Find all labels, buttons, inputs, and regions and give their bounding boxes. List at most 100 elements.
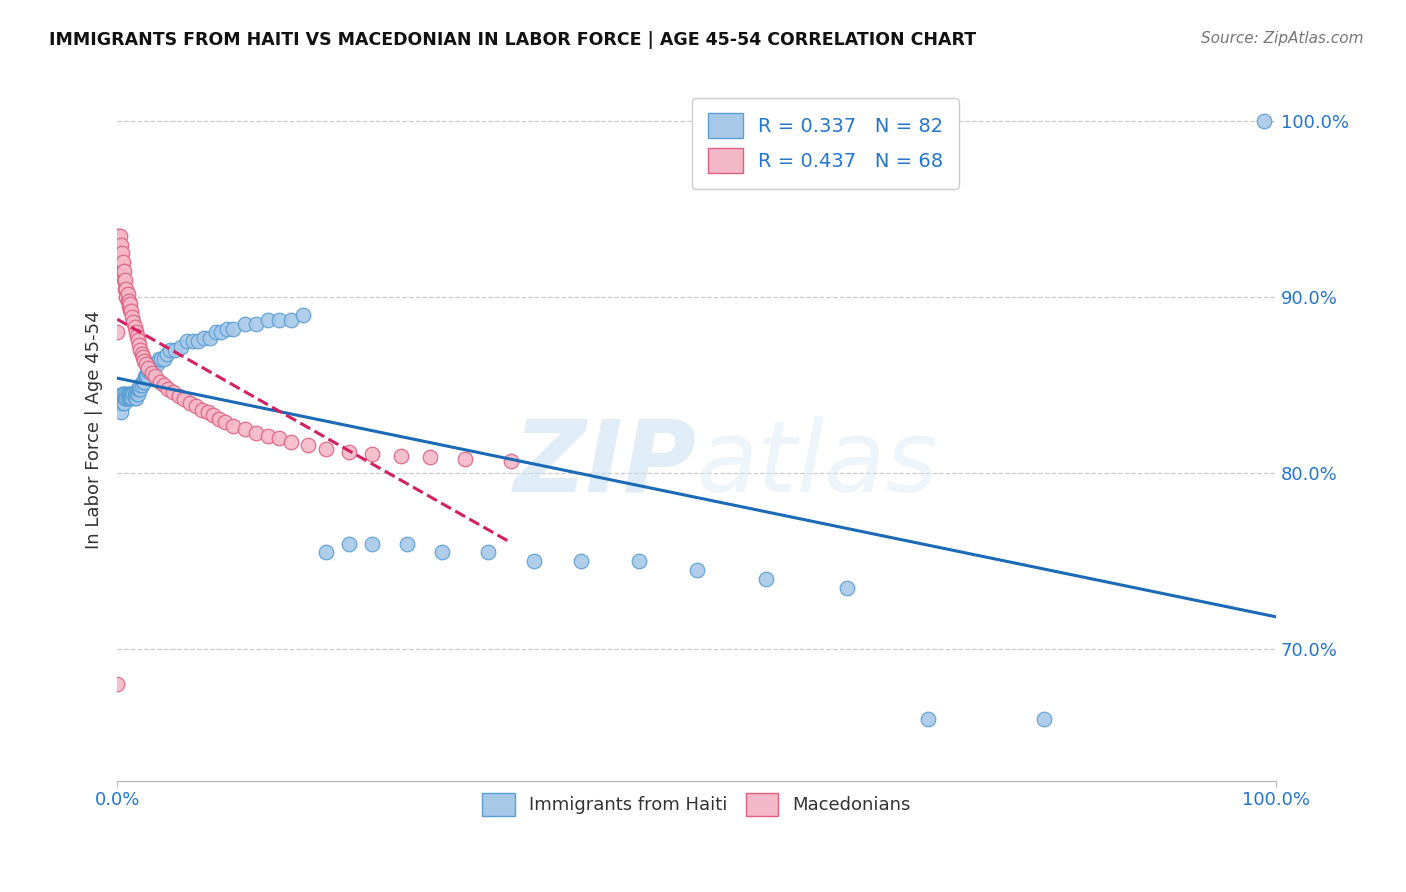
Point [107, 228, 129, 243]
Point [115, 281, 138, 295]
Point [222, 418, 245, 433]
Point [112, 387, 135, 401]
Point [222, 322, 245, 336]
Point [115, 391, 138, 405]
Point [105, 677, 128, 691]
Point [256, 429, 278, 443]
Y-axis label: In Labor Force | Age 45-54: In Labor Force | Age 45-54 [86, 310, 103, 549]
Point [395, 536, 418, 550]
Point [297, 438, 319, 452]
Point [214, 415, 236, 429]
Point [120, 391, 142, 405]
Point [131, 378, 153, 392]
Point [125, 387, 148, 401]
Point [120, 304, 142, 318]
Point [141, 360, 163, 375]
Point [917, 713, 939, 727]
Point [627, 554, 650, 568]
Point [454, 452, 477, 467]
Point [132, 375, 155, 389]
Point [136, 369, 159, 384]
Point [105, 396, 128, 410]
Point [1033, 713, 1056, 727]
Point [135, 357, 157, 371]
Point [111, 255, 134, 269]
Point [141, 366, 163, 380]
Point [204, 326, 226, 340]
Point [125, 326, 148, 340]
Point [127, 387, 149, 401]
Point [280, 434, 302, 449]
Point [211, 326, 233, 340]
Point [110, 237, 132, 252]
Point [361, 536, 384, 550]
Point [152, 351, 174, 366]
Point [125, 329, 148, 343]
Point [118, 387, 141, 401]
Point [523, 554, 546, 568]
Point [256, 313, 278, 327]
Point [269, 313, 291, 327]
Point [121, 391, 143, 405]
Point [129, 378, 152, 392]
Point [135, 369, 157, 384]
Point [111, 396, 134, 410]
Legend: Immigrants from Haiti, Macedonians: Immigrants from Haiti, Macedonians [474, 783, 920, 825]
Point [111, 387, 134, 401]
Point [112, 264, 135, 278]
Point [114, 273, 136, 287]
Point [685, 563, 707, 577]
Point [143, 357, 166, 371]
Point [430, 545, 453, 559]
Point [208, 411, 231, 425]
Point [131, 346, 153, 360]
Point [179, 396, 201, 410]
Point [149, 375, 172, 389]
Point [755, 572, 778, 586]
Point [134, 369, 156, 384]
Point [167, 389, 190, 403]
Point [197, 404, 219, 418]
Point [191, 402, 214, 417]
Point [291, 308, 314, 322]
Point [108, 228, 131, 243]
Text: atlas: atlas [696, 416, 938, 513]
Point [477, 545, 499, 559]
Point [173, 392, 195, 407]
Point [118, 387, 141, 401]
Point [114, 391, 136, 405]
Point [112, 396, 135, 410]
Text: Source: ZipAtlas.com: Source: ZipAtlas.com [1201, 31, 1364, 46]
Point [131, 375, 153, 389]
Point [110, 404, 132, 418]
Point [165, 343, 187, 357]
Point [111, 246, 134, 260]
Point [108, 237, 131, 252]
Point [129, 343, 152, 357]
Point [112, 273, 135, 287]
Point [124, 387, 146, 401]
Point [118, 293, 141, 308]
Point [176, 334, 198, 349]
Point [105, 255, 128, 269]
Point [187, 334, 209, 349]
Point [114, 281, 136, 295]
Point [115, 290, 138, 304]
Point [111, 255, 134, 269]
Point [111, 264, 134, 278]
Point [245, 317, 267, 331]
Point [139, 360, 162, 375]
Point [145, 357, 167, 371]
Point [118, 302, 141, 317]
Point [138, 364, 160, 378]
Point [111, 387, 134, 401]
Point [837, 581, 859, 595]
Point [569, 554, 592, 568]
Point [157, 382, 180, 396]
Point [337, 536, 360, 550]
Point [156, 346, 179, 360]
Point [138, 360, 160, 375]
Point [117, 286, 139, 301]
Point [129, 382, 152, 396]
Point [145, 369, 167, 384]
